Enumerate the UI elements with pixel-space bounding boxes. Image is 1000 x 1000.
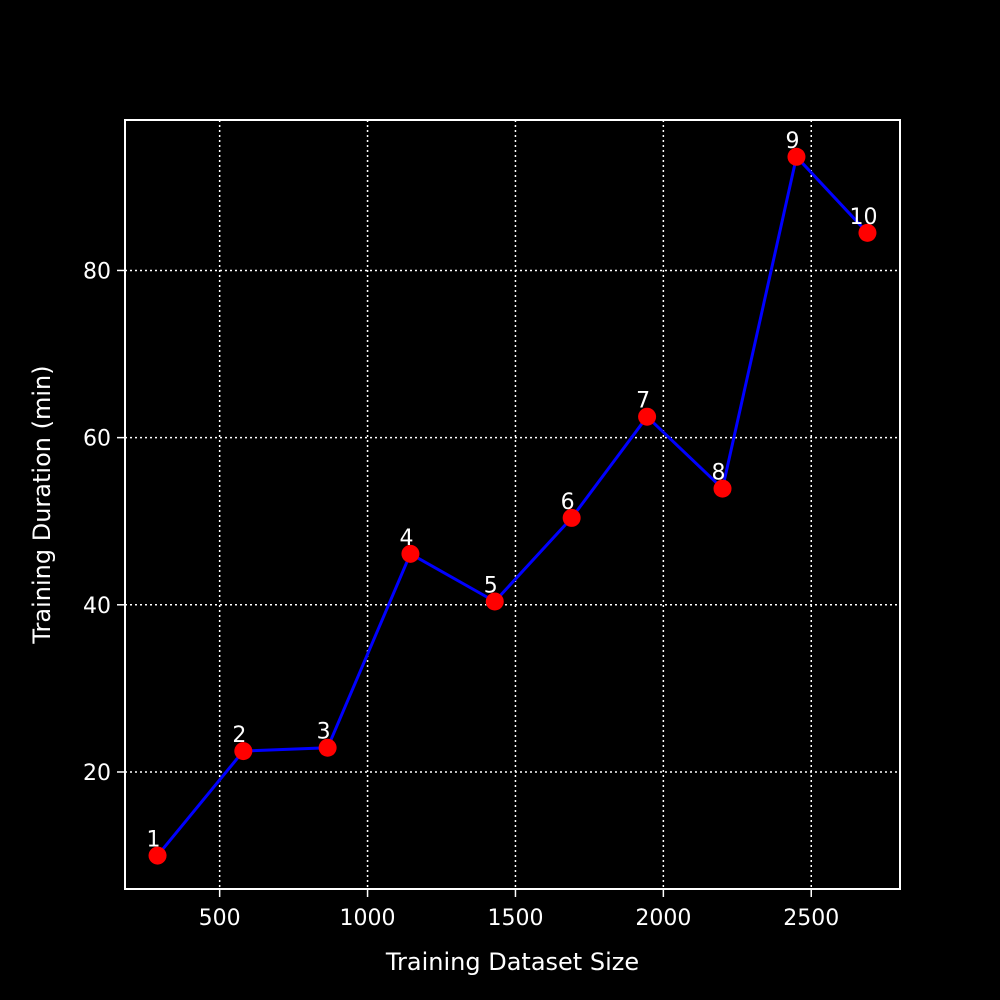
x-axis-label: Training Dataset Size — [385, 948, 639, 976]
tick-layer: 500 1000 1500 2000 2500 20 40 60 80 — [83, 259, 839, 931]
data-point-label: 5 — [484, 573, 498, 598]
data-point-label: 8 — [712, 461, 726, 486]
data-point-marker — [638, 407, 657, 426]
data-point-label: 1 — [147, 828, 161, 853]
data-point-label: 7 — [636, 389, 650, 414]
x-tick-label: 1000 — [340, 906, 396, 931]
data-point-marker — [234, 742, 253, 761]
y-tick-label: 40 — [83, 594, 111, 619]
y-tick-label: 60 — [83, 427, 111, 452]
y-tick-label: 80 — [83, 259, 111, 284]
data-point-label: 6 — [561, 490, 575, 515]
data-point-marker — [713, 479, 732, 498]
data-point-label: 4 — [399, 526, 413, 551]
data-point-marker — [787, 147, 806, 166]
y-tick-label: 20 — [83, 761, 111, 786]
data-point-marker — [401, 544, 420, 563]
data-point-marker — [485, 592, 504, 611]
data-point-marker — [562, 508, 581, 527]
axes-frame — [124, 119, 901, 890]
x-tick-label: 2500 — [783, 906, 839, 931]
data-point-marker — [148, 846, 167, 865]
series-line — [156, 155, 869, 857]
data-point-marker — [858, 223, 877, 242]
x-tick-label: 500 — [199, 906, 241, 931]
data-point-label: 10 — [849, 205, 877, 230]
series-line-layer — [156, 155, 869, 857]
y-axis-label: Training Duration (min) — [28, 365, 56, 644]
data-point-label: 3 — [317, 720, 331, 745]
point-label-layer: 1 2 3 4 5 6 7 8 9 10 — [147, 129, 878, 853]
data-point-label: 9 — [785, 129, 799, 154]
data-point-marker — [318, 738, 337, 757]
x-tick-label: 2000 — [635, 906, 691, 931]
data-point-label: 2 — [232, 723, 246, 748]
x-tick-label: 1500 — [487, 906, 543, 931]
marker-layer — [148, 147, 877, 865]
